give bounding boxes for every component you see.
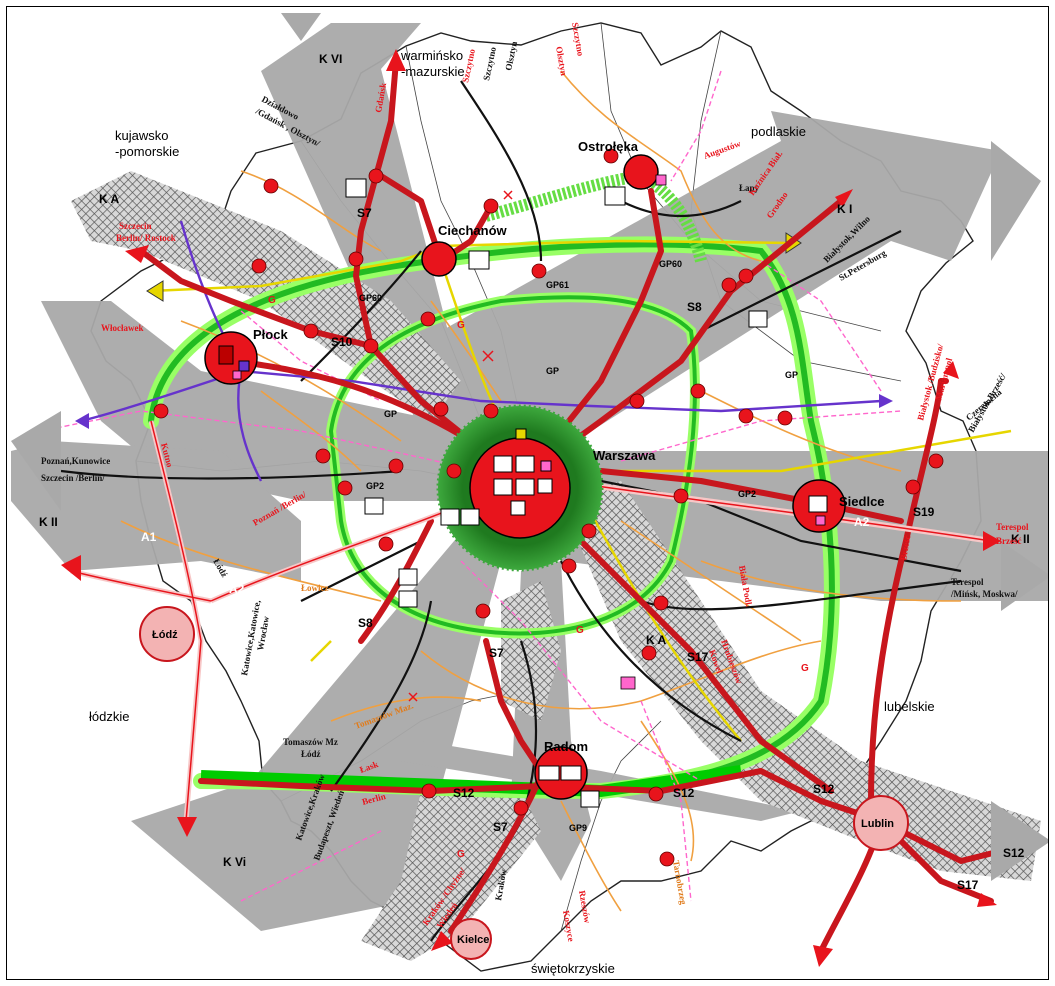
dest-lowicz: Łowicz bbox=[301, 583, 329, 593]
dest-szczecin-berlin: Szczecin /Berlin/ bbox=[41, 473, 105, 483]
corridor-arrowheads bbox=[11, 13, 1048, 881]
region-label-swietokrzyskie: świętokrzyskie bbox=[531, 961, 615, 976]
map-frame: K VI K A K I K II K II K Vi K A warmińsk… bbox=[6, 6, 1049, 980]
city-labels: Warszawa Płock Ciechanów Ostrołęka Siedl… bbox=[152, 139, 894, 946]
ring-label-g2: G bbox=[457, 320, 465, 331]
region-labels: warmińsko -mazurskie kujawsko -pomorskie… bbox=[89, 48, 935, 976]
city-label-ciechanow: Ciechanów bbox=[438, 223, 508, 238]
corridor-label-k-vi-north: K VI bbox=[319, 52, 342, 66]
corridor-label-k-i: K I bbox=[837, 202, 852, 216]
rail-station-icons bbox=[345, 178, 768, 808]
ring-label-g1: G bbox=[268, 295, 276, 306]
ring-label-gp61: GP61 bbox=[546, 280, 569, 290]
dest-tomaszow-mz: Tomaszów Mz bbox=[283, 737, 338, 747]
ring-label-gp-north: GP bbox=[546, 366, 559, 376]
region-label-warminsko-line1: warmińsko bbox=[400, 48, 463, 63]
highways-a bbox=[70, 420, 992, 822]
city-label-siedlce: Siedlce bbox=[839, 494, 885, 509]
corridor-label-k-a-west: K A bbox=[99, 192, 120, 206]
region-label-kujawsko-line2: -pomorskie bbox=[115, 144, 179, 159]
dest-berlin-rostock: Berlin/ Rostock bbox=[116, 233, 176, 243]
region-label-kujawsko: kujawsko -pomorskie bbox=[115, 128, 179, 159]
road-label-s7-bottom: S7 bbox=[493, 820, 508, 834]
pink-lines bbox=[40, 70, 902, 902]
ring-label-g4: G bbox=[457, 849, 465, 860]
road-label-s8-ne: S8 bbox=[687, 300, 702, 314]
road-label-s12-east: S12 bbox=[813, 782, 835, 796]
road-label-s7-south: S7 bbox=[489, 646, 504, 660]
ring-label-g3: G bbox=[801, 663, 809, 674]
road-label-s17-mid: S17 bbox=[687, 650, 709, 664]
road-label-s17-far: S17 bbox=[957, 878, 979, 892]
ring-label-gp-west: GP bbox=[384, 409, 397, 419]
city-label-plock: Płock bbox=[253, 327, 288, 342]
junction-nodes bbox=[153, 148, 944, 867]
ring-label-gp-east: GP bbox=[785, 370, 798, 380]
dest-minsk: /Mińsk, Moskwa/ bbox=[950, 589, 1018, 599]
road-label-s19: S19 bbox=[913, 505, 935, 519]
arrow-purple-east bbox=[879, 394, 893, 408]
region-label-warminsko-line2: -mazurskie bbox=[401, 64, 465, 79]
road-label-s12-west: S12 bbox=[453, 786, 475, 800]
regional-infrastructure-map: K VI K A K I K II K II K Vi K A warmińsk… bbox=[11, 13, 1048, 976]
energy-icons bbox=[232, 174, 826, 690]
road-label-s7-north: S7 bbox=[357, 206, 372, 220]
ring-label-gp60-east: GP60 bbox=[659, 259, 682, 269]
region-label-lubelskie: lubelskie bbox=[884, 699, 935, 714]
region-label-kujawsko-line1: kujawsko bbox=[115, 128, 168, 143]
warszawa-node bbox=[436, 404, 604, 572]
road-label-s10: S10 bbox=[331, 335, 353, 349]
dest-terespol-minsk: Terespol bbox=[951, 577, 984, 587]
city-label-kielce: Kielce bbox=[457, 934, 489, 946]
dest-terespol: Terespol bbox=[996, 522, 1029, 532]
ring-label-gp2-west: GP2 bbox=[366, 481, 384, 491]
dest-lapy: Łapy bbox=[739, 183, 760, 193]
airport-icons bbox=[408, 190, 513, 702]
city-nodes bbox=[139, 154, 909, 960]
dest-brzesc: Brześć bbox=[996, 536, 1021, 546]
expressways bbox=[138, 58, 1004, 954]
road-label-a2-west: A2 bbox=[229, 582, 245, 596]
corridor-label-k-a-mid: K A bbox=[646, 633, 667, 647]
ring-label-gp9: GP9 bbox=[569, 823, 587, 833]
arrow-purple-west bbox=[75, 413, 89, 429]
arrow-yellow-west bbox=[146, 280, 164, 302]
corridor-labels: K VI K A K I K II K II K Vi K A bbox=[39, 52, 1030, 869]
local-roads bbox=[120, 70, 962, 912]
road-label-s12-mid: S12 bbox=[673, 786, 695, 800]
city-label-ostroleka: Ostrołęka bbox=[578, 139, 639, 154]
corridor-label-k-vi-south: K Vi bbox=[223, 855, 246, 869]
dest-brzesc2: Brześć bbox=[898, 535, 912, 562]
road-labels: S7 S7 S7 S8 S8 S10 S12 S12 S12 S12 S17 S… bbox=[141, 206, 1025, 892]
road-label-a2-east: A2 bbox=[854, 515, 870, 529]
corridor-label-k-ii-west: K II bbox=[39, 515, 58, 529]
ring-label-gp60-west: GP60 bbox=[359, 293, 382, 303]
region-label-warminsko: warmińsko -mazurskie bbox=[400, 48, 467, 79]
city-label-lublin: Lublin bbox=[861, 818, 894, 830]
road-label-s12-far: S12 bbox=[1003, 846, 1025, 860]
ring-labels: GP60 GP60 GP61 GP GP GP GP2 GP2 GP9 G G … bbox=[268, 259, 809, 860]
road-label-s8-sw: S8 bbox=[358, 616, 373, 630]
dest-lodz-road: Łódź bbox=[301, 749, 321, 759]
ring-label-gp2-east: GP2 bbox=[738, 489, 756, 499]
ring-label-g5: G bbox=[576, 625, 584, 636]
dest-szczecin: Szczecin bbox=[119, 221, 151, 231]
city-label-warszawa: Warszawa bbox=[593, 448, 656, 463]
dest-bialystok-brzesc: Białystok,Brześć/ bbox=[966, 371, 1008, 434]
dest-wloclawek: Włocławek bbox=[101, 323, 144, 333]
road-label-a1: A1 bbox=[141, 530, 157, 544]
region-label-podlaskie: podlaskie bbox=[751, 124, 806, 139]
city-label-radom: Radom bbox=[544, 739, 588, 754]
dest-poznan-kunowice: Poznań,Kunowice bbox=[41, 456, 110, 466]
city-label-lodz: Łódź bbox=[152, 629, 178, 641]
region-label-lodzkie: łódzkie bbox=[89, 709, 129, 724]
corridor-label-k-ii-east: K II bbox=[1011, 532, 1030, 546]
